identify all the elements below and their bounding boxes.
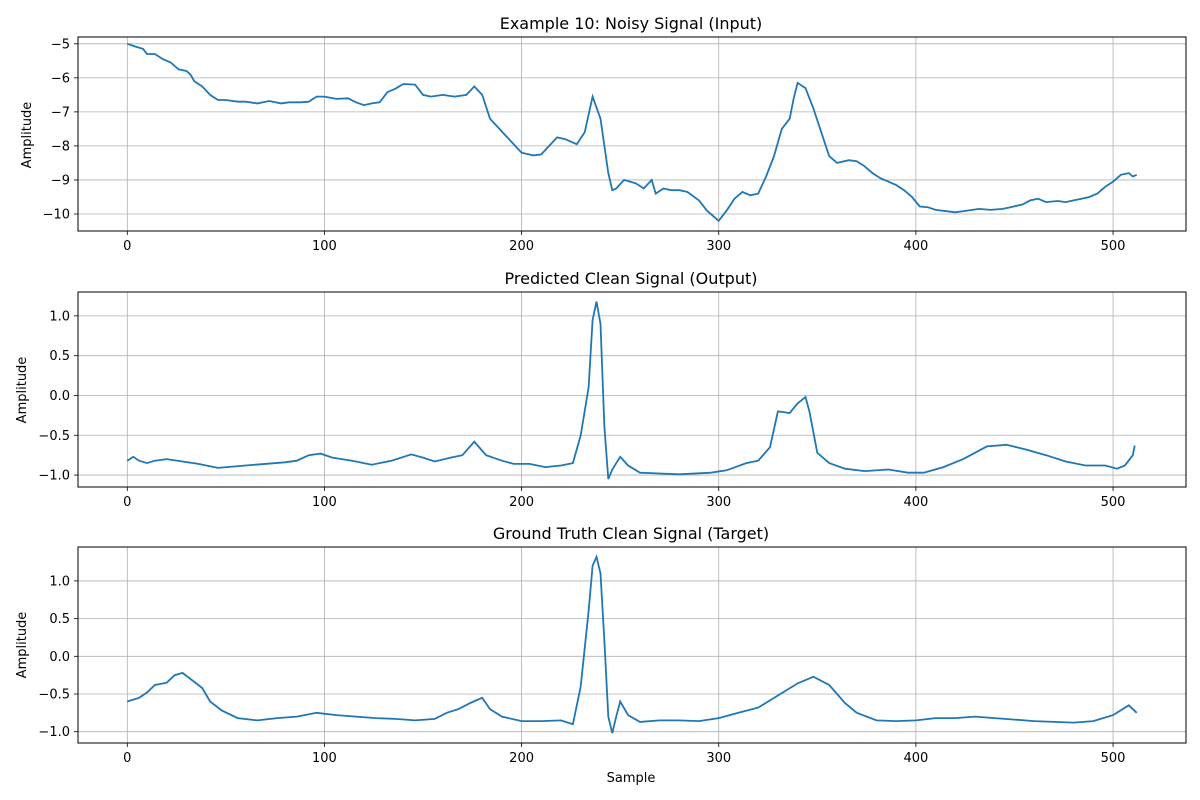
x-tick-label: 300 <box>706 239 731 254</box>
series-line <box>126 301 1136 480</box>
x-tick-label: 500 <box>1101 239 1126 254</box>
y-tick-label: 0.5 <box>49 612 70 627</box>
x-tick-label: 200 <box>509 751 534 766</box>
y-tick-label: 0.0 <box>49 650 70 665</box>
x-tick-label: 0 <box>123 239 131 254</box>
grid-lines <box>78 37 1186 231</box>
x-tick-label: 0 <box>123 751 131 766</box>
ground-truth-panel: Ground Truth Clean Signal (Target) Ampli… <box>15 524 1187 786</box>
y-tick-label: 0.5 <box>49 349 70 364</box>
x-tick-label: 100 <box>312 751 337 766</box>
x-tick-label: 400 <box>903 495 928 510</box>
tick-labels: 0 100 200 300 400 500 1.0 0.5 0.0 −0.5 −1.0 <box>38 309 1125 510</box>
predicted-signal-panel: Predicted Clean Signal (Output) Amplitud… <box>15 269 1187 510</box>
x-tick-label: 300 <box>706 751 731 766</box>
x-tick-label: 300 <box>706 495 731 510</box>
x-tick-label: 200 <box>509 239 534 254</box>
y-tick-label: 1.0 <box>49 574 70 589</box>
x-tick-label: 100 <box>312 495 337 510</box>
x-tick-label: 400 <box>903 751 928 766</box>
y-tick-label: −6 <box>51 71 70 86</box>
tick-labels: 0 100 200 300 400 500 −5 −6 −7 −8 −9 −10 <box>43 37 1126 254</box>
y-tick-label: −5 <box>51 37 70 52</box>
x-tick-label: 500 <box>1101 751 1126 766</box>
chart-title: Ground Truth Clean Signal (Target) <box>493 524 769 543</box>
x-tick-label: 0 <box>123 495 131 510</box>
y-axis-label: Amplitude <box>15 612 30 679</box>
chart-title: Predicted Clean Signal (Output) <box>505 269 758 288</box>
x-tick-label: 400 <box>903 239 928 254</box>
y-tick-label: −10 <box>43 207 70 222</box>
y-tick-label: −8 <box>51 139 70 154</box>
y-tick-label: −1.0 <box>38 725 70 740</box>
plot-frame <box>77 546 1187 744</box>
series-line <box>127 553 1138 734</box>
y-tick-label: −7 <box>51 105 70 120</box>
y-axis-label: Amplitude <box>15 357 30 424</box>
series-line <box>127 42 1138 223</box>
plot-frame <box>77 36 1187 232</box>
y-tick-label: −1.0 <box>38 469 70 484</box>
x-tick-label: 200 <box>509 495 534 510</box>
grid-lines <box>78 292 1186 487</box>
chart-title: Example 10: Noisy Signal (Input) <box>500 14 763 33</box>
y-axis-label: Amplitude <box>20 102 35 169</box>
grid-lines <box>78 547 1186 743</box>
y-tick-label: −0.5 <box>38 688 70 703</box>
y-tick-label: −0.5 <box>38 429 70 444</box>
y-tick-label: 1.0 <box>49 309 70 324</box>
x-tick-label: 500 <box>1101 495 1126 510</box>
y-tick-label: −9 <box>51 173 70 188</box>
tick-labels: 0 100 200 300 400 500 1.0 0.5 0.0 −0.5 −1.0 <box>38 574 1125 766</box>
x-axis-label: Sample <box>607 771 656 786</box>
plot-frame <box>77 291 1187 488</box>
x-tick-label: 100 <box>312 239 337 254</box>
noisy-signal-panel: Example 10: Noisy Signal (Input) Amplitu… <box>20 14 1187 254</box>
y-tick-label: 0.0 <box>49 389 70 404</box>
